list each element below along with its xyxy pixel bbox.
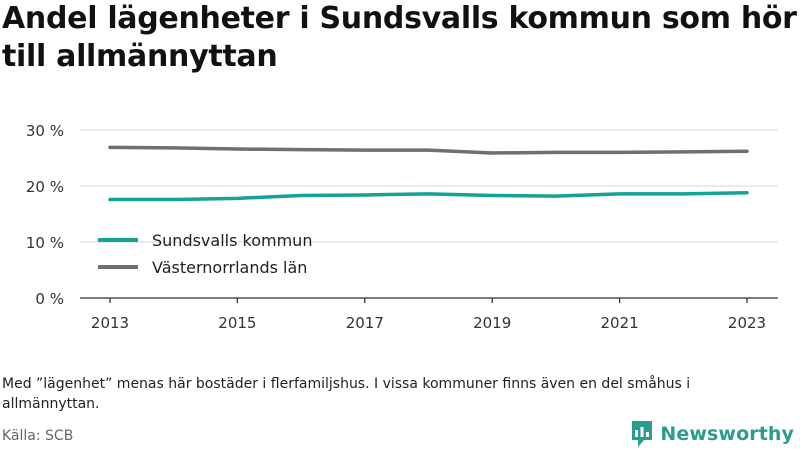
y-tick-label: 20 %: [26, 178, 64, 196]
x-axis-ticks: 2013 2015 2017 2019 2021 2023: [91, 298, 766, 332]
y-tick-label: 30 %: [26, 122, 64, 140]
y-tick-label: 0 %: [35, 290, 64, 308]
source-label: Källa: SCB: [2, 428, 74, 444]
x-tick-label: 2021: [601, 314, 639, 332]
legend-label: Västernorrlands län: [152, 258, 307, 277]
legend: Sundsvalls kommun Västernorrlands län: [98, 231, 312, 277]
x-tick-label: 2013: [91, 314, 129, 332]
y-axis-ticks: 0 % 10 % 20 % 30 %: [26, 122, 64, 308]
series-lines: [108, 145, 749, 202]
newsworthy-logo-icon: [632, 421, 653, 447]
legend-label: Sundsvalls kommun: [152, 231, 312, 250]
brand-logo[interactable]: Newsworthy: [630, 419, 794, 449]
series-line-1: [108, 190, 749, 202]
line-chart: 0 % 10 % 20 % 30 % 2013 2015 2017 2019 2021 2023…: [26, 122, 778, 332]
x-tick-label: 2015: [218, 314, 256, 332]
y-tick-label: 10 %: [26, 234, 64, 252]
footnote: Med ”lägenhet” menas här bostäder i fler…: [2, 376, 691, 412]
brand-name: Newsworthy: [660, 423, 794, 445]
grid-lines: [80, 129, 778, 243]
series-line-2: [108, 145, 749, 155]
x-tick-label: 2023: [728, 314, 766, 332]
x-tick-label: 2019: [473, 314, 511, 332]
x-tick-label: 2017: [346, 314, 384, 332]
chart-title: Andel lägenheter i Sundsvalls kommun som…: [2, 1, 797, 74]
